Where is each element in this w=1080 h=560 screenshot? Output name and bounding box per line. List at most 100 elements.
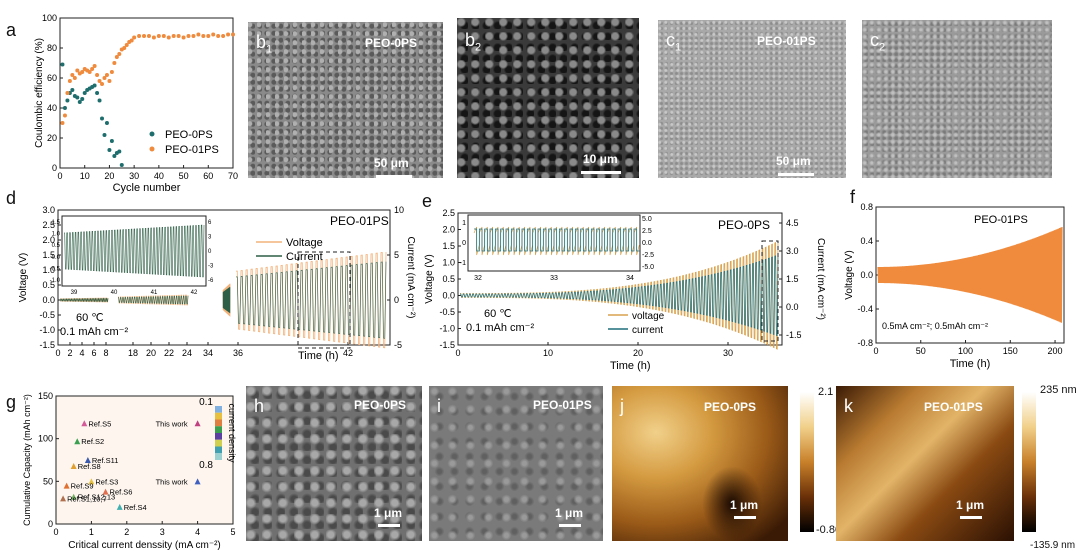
inset-y2-tick-label: 3 xyxy=(208,235,212,241)
data-point-peo-01ps xyxy=(87,70,92,74)
data-point-peo-01ps xyxy=(70,73,75,77)
x-axis-label: Cycle number xyxy=(113,182,181,194)
y-axis-label: Voltage (V) xyxy=(424,254,435,303)
x-tick-label: 10 xyxy=(543,348,553,358)
data-point-peo-01ps xyxy=(122,46,127,50)
annotation-temp: 60 ℃ xyxy=(484,308,512,320)
colorbar-swatch xyxy=(215,433,222,440)
data-point-peo-0ps xyxy=(104,121,109,125)
legend-label: PEO-01PS xyxy=(165,144,219,156)
x-tick-label: 2 xyxy=(67,348,72,358)
data-point-peo-0ps xyxy=(80,97,85,101)
x-tick-label: 30 xyxy=(129,171,139,181)
colorbar-swatch xyxy=(215,439,222,447)
data-point-peo-01ps xyxy=(92,64,97,68)
data-point-peo-01ps xyxy=(100,82,105,86)
y-tick-label: 1.0 xyxy=(442,258,455,268)
inset-x-tick-label: 32 xyxy=(474,275,482,282)
y-axis-label: Voltage (V) xyxy=(18,253,29,302)
data-point-peo-01ps xyxy=(226,32,231,37)
x-tick-label: 22 xyxy=(164,348,174,358)
data-point-peo-0ps xyxy=(117,149,122,154)
afm-j-label: j xyxy=(620,396,624,416)
scale-bar xyxy=(378,524,400,527)
y-tick-label: 40 xyxy=(47,103,57,113)
current-trace xyxy=(117,295,189,305)
data-point-peo-01ps xyxy=(176,34,181,38)
annotation-capacity: 0.1 mAh cm⁻² xyxy=(60,326,128,338)
data-point-peo-01ps xyxy=(75,68,80,73)
sem-c2-label-letter: c2 xyxy=(870,30,886,54)
point-label: Ref.S1,10,7 xyxy=(67,494,107,503)
data-point-peo-01ps xyxy=(166,35,171,40)
data-point-peo-0ps xyxy=(60,62,65,67)
panel-label-d: d xyxy=(6,188,17,208)
y2-tick-label: 10 xyxy=(394,205,404,215)
x-tick-label: 1 xyxy=(89,527,94,537)
y-tick-label: -1.5 xyxy=(439,340,455,350)
current-trace xyxy=(235,261,387,339)
y-tick-label: 0 xyxy=(52,163,57,173)
inset-y2-tick-label: 5.0 xyxy=(642,216,652,223)
x-tick-label: 20 xyxy=(146,348,156,358)
point-label: Ref.S9 xyxy=(71,482,94,491)
scale-label: 1 μm xyxy=(956,498,985,512)
x-axis-label: Time (h) xyxy=(298,350,339,362)
x-tick-label: 4 xyxy=(195,527,200,537)
data-point-peo-01ps xyxy=(109,70,114,74)
voltage-trace xyxy=(235,251,387,349)
y-tick-label: 100 xyxy=(38,434,53,444)
data-point-peo-01ps xyxy=(124,43,129,47)
data-point-peo-0ps xyxy=(82,91,87,95)
data-point-peo-01ps xyxy=(65,91,70,95)
point-label: Ref.S5 xyxy=(88,419,111,428)
inset-y2-tick-label: -3 xyxy=(208,264,214,270)
data-point-peo-01ps xyxy=(132,35,137,40)
data-point-peo-01ps xyxy=(151,35,156,40)
inset-y-tick-label: 1.0 xyxy=(52,232,61,238)
y-tick-label: 0.8 xyxy=(860,202,873,212)
y2-tick-label: 0.0 xyxy=(786,302,799,312)
legend-label: Voltage xyxy=(286,237,323,249)
inset-x-tick-label: 40 xyxy=(111,290,118,296)
x-tick-label: 20 xyxy=(104,171,114,181)
x-tick-label: 40 xyxy=(154,171,164,181)
scale-label: 10 μm xyxy=(583,152,618,166)
legend-label: voltage xyxy=(632,311,665,322)
x-tick-label: 5 xyxy=(230,527,235,537)
zoom-box xyxy=(761,240,779,342)
inset-y-tick-label: 1 xyxy=(462,220,466,227)
x-tick-label: 0 xyxy=(57,171,62,181)
panel-label-a: a xyxy=(6,20,17,40)
current-trace xyxy=(460,254,779,337)
colorbar-bottom-label: 0.8 xyxy=(199,460,213,471)
y-tick-label: 0.0 xyxy=(860,270,873,280)
y2-tick-label: 0 xyxy=(394,295,399,305)
data-point-peo-0ps xyxy=(95,91,100,95)
data-point-peo-01ps xyxy=(231,32,235,37)
y-tick-label: 0.5 xyxy=(42,280,55,290)
point-label: This work xyxy=(156,419,188,428)
colorbar-swatch xyxy=(215,426,222,433)
scale-bar xyxy=(581,171,621,174)
plot-frame xyxy=(59,17,234,169)
x-tick-label: 24 xyxy=(182,348,192,358)
y-tick-label: 2.5 xyxy=(42,220,55,230)
data-point-peo-0ps xyxy=(102,133,107,137)
x-tick-label: 20 xyxy=(633,348,643,358)
y-tick-label: 2.0 xyxy=(42,235,55,245)
data-point-peo-01ps xyxy=(211,32,216,37)
afm-k-label: k xyxy=(844,396,853,416)
sem-h-title: PEO-0PS xyxy=(354,398,407,412)
sem-c1-title: PEO-01PS xyxy=(757,34,816,48)
x-tick-label: 4 xyxy=(79,348,84,358)
inset-y2-tick-label: 6 xyxy=(208,220,212,226)
data-point-peo-01ps xyxy=(186,34,191,38)
inset-x-tick-label: 33 xyxy=(550,275,558,282)
data-point-peo-0ps xyxy=(97,98,102,103)
inset-x-tick-label: 42 xyxy=(191,290,198,296)
point-label: Ref.S11 xyxy=(92,456,119,465)
inset-y-tick-label: 0.0 xyxy=(52,255,61,261)
data-point-peo-01ps xyxy=(72,76,77,80)
